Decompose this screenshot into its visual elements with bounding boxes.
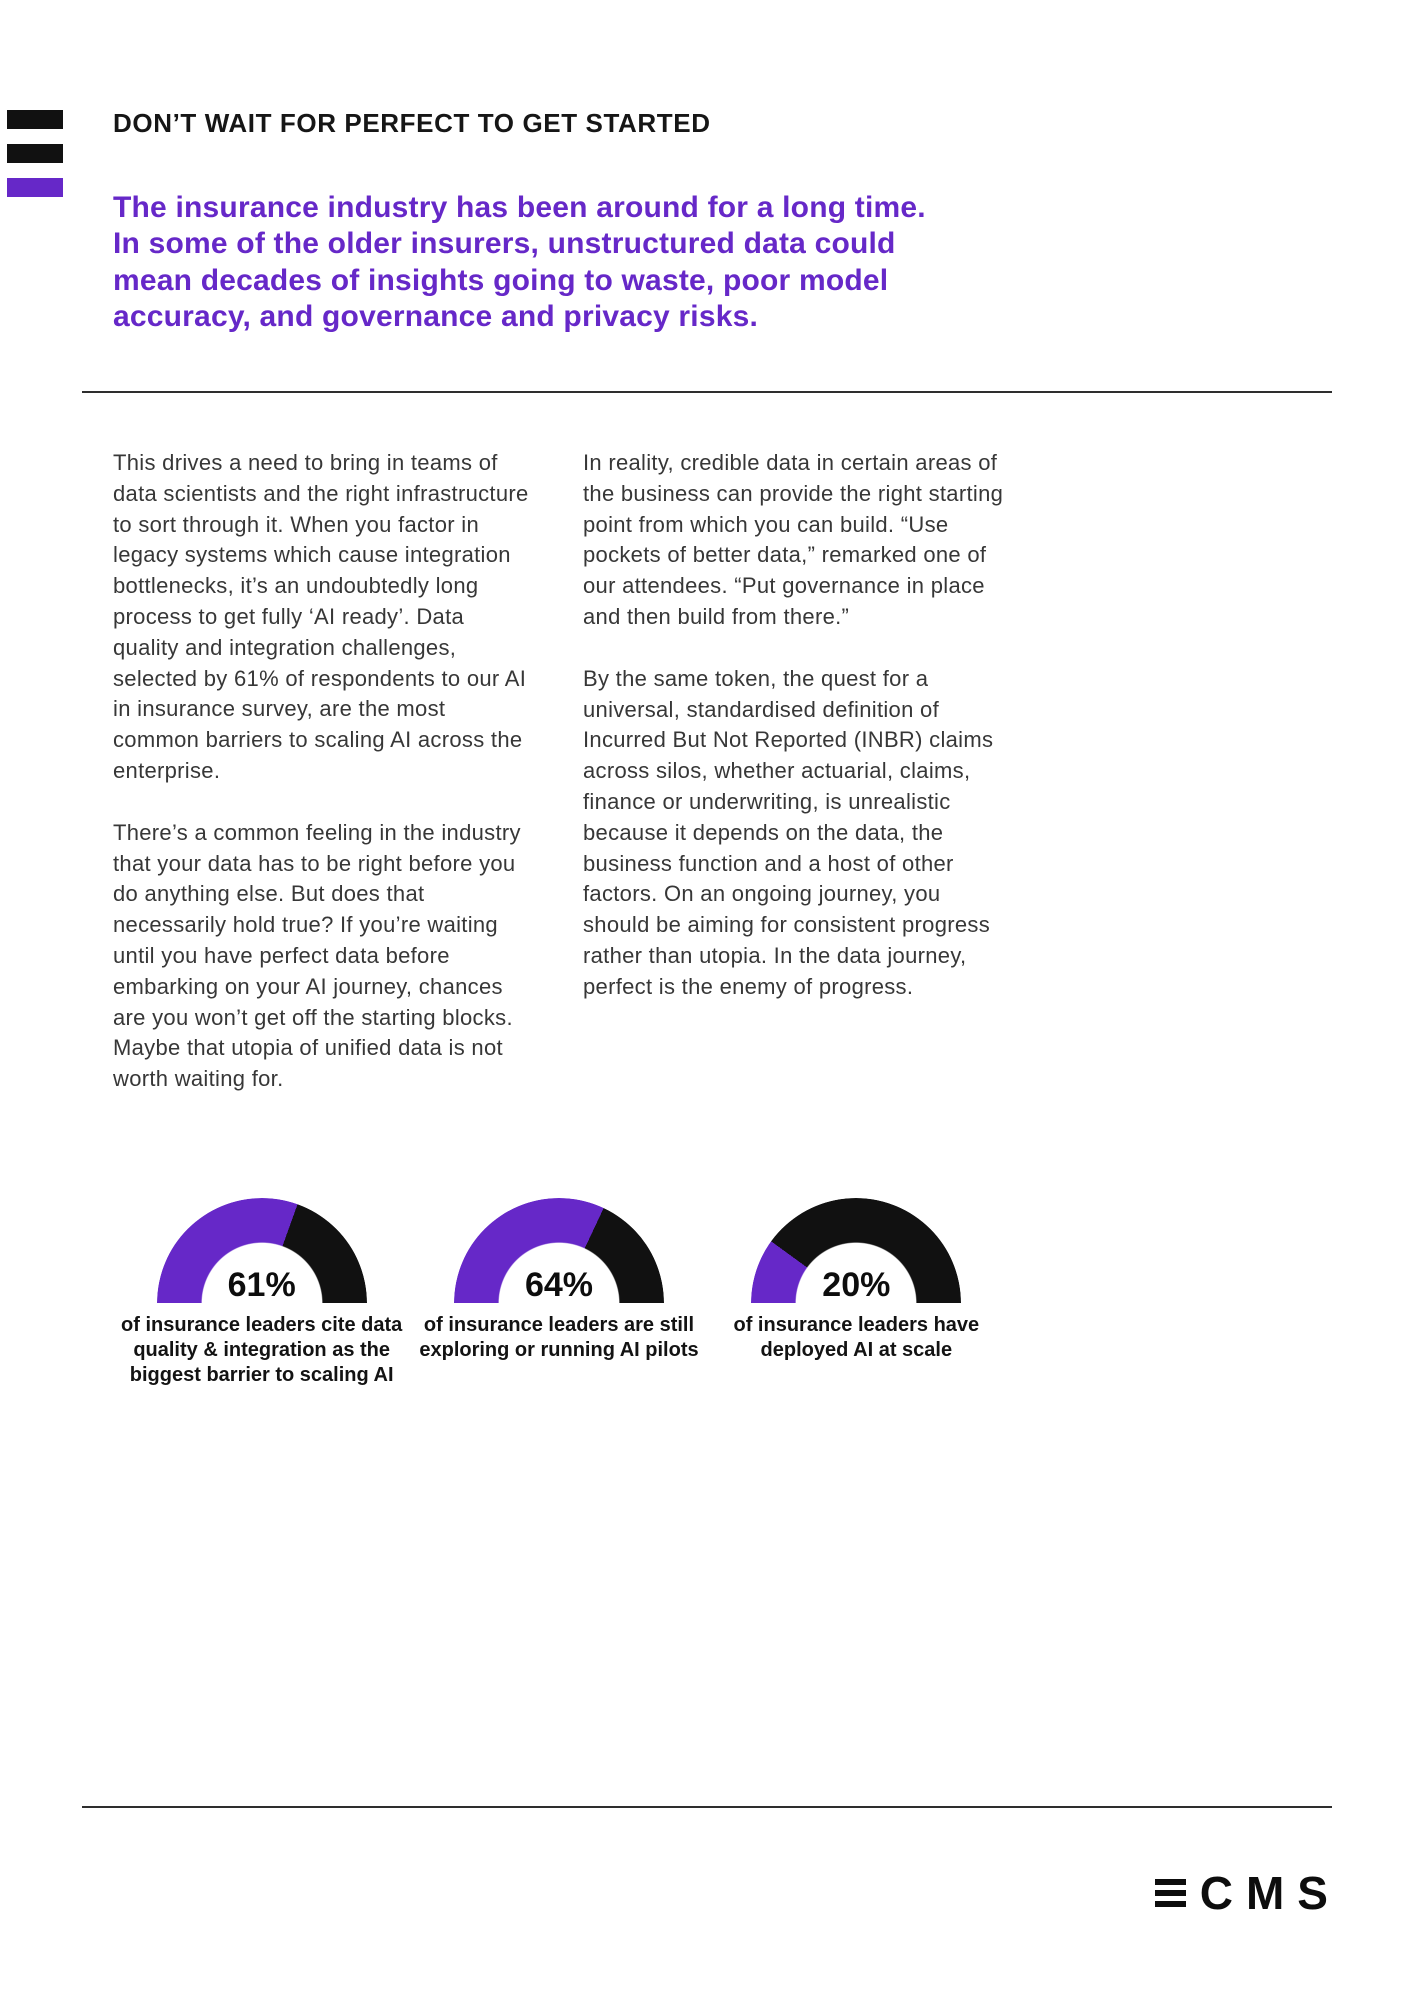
left-column: This drives a need to bring in teams of … [113,448,535,1126]
paragraph: By the same token, the quest for a unive… [583,665,994,999]
logo-bar-icon [1154,1879,1186,1885]
gauge-value: 61% [227,1266,296,1303]
gauge-chart-deployed-at-scale: 20% of insurance leaders have deployed A… [708,1198,1005,1388]
right-column: In reality, credible data in certain are… [583,448,1005,1126]
gauge-chart-data-quality: 61% of insurance leaders cite data quali… [113,1198,410,1388]
paragraph: In reality, credible data in certain are… [583,450,1004,629]
brand-bar-accent-icon [7,178,63,197]
logo-bar-icon [1154,1890,1186,1896]
divider-bottom [82,1806,1332,1808]
cms-logo-mark-icon [1154,1879,1186,1907]
brand-bar-icon [7,110,63,129]
gauge-value: 20% [822,1266,891,1303]
brand-corner-bars-icon [7,110,63,212]
gauge: 20% [751,1198,962,1303]
paragraph: There’s a common feeling in the industry… [113,819,521,1092]
gauge: 61% [156,1198,367,1303]
paragraph: This drives a need to bring in teams of … [113,450,529,783]
cms-logo: CMS [1154,1866,1328,1920]
section-kicker: DON’T WAIT FOR PERFECT TO GET STARTED [113,108,711,138]
cms-logo-text: CMS [1199,1867,1341,1919]
gauge: 64% [453,1198,664,1303]
gauge-caption: of insurance leaders cite data quality &… [121,1314,403,1386]
gauge-chart-exploring-pilots: 64% of insurance leaders are still explo… [410,1198,707,1388]
gauge-caption: of insurance leaders are still exploring… [419,1314,699,1361]
brand-bar-icon [7,144,63,163]
body-columns: This drives a need to bring in teams of … [113,448,1005,1126]
divider-top [82,391,1332,393]
stats-row: 61% of insurance leaders cite data quali… [113,1198,1005,1388]
gauge-caption: of insurance leaders have deployed AI at… [733,1314,980,1361]
logo-bar-icon [1154,1901,1186,1907]
gauge-value: 64% [524,1266,594,1303]
section-intro: The insurance industry has been around f… [113,191,926,333]
